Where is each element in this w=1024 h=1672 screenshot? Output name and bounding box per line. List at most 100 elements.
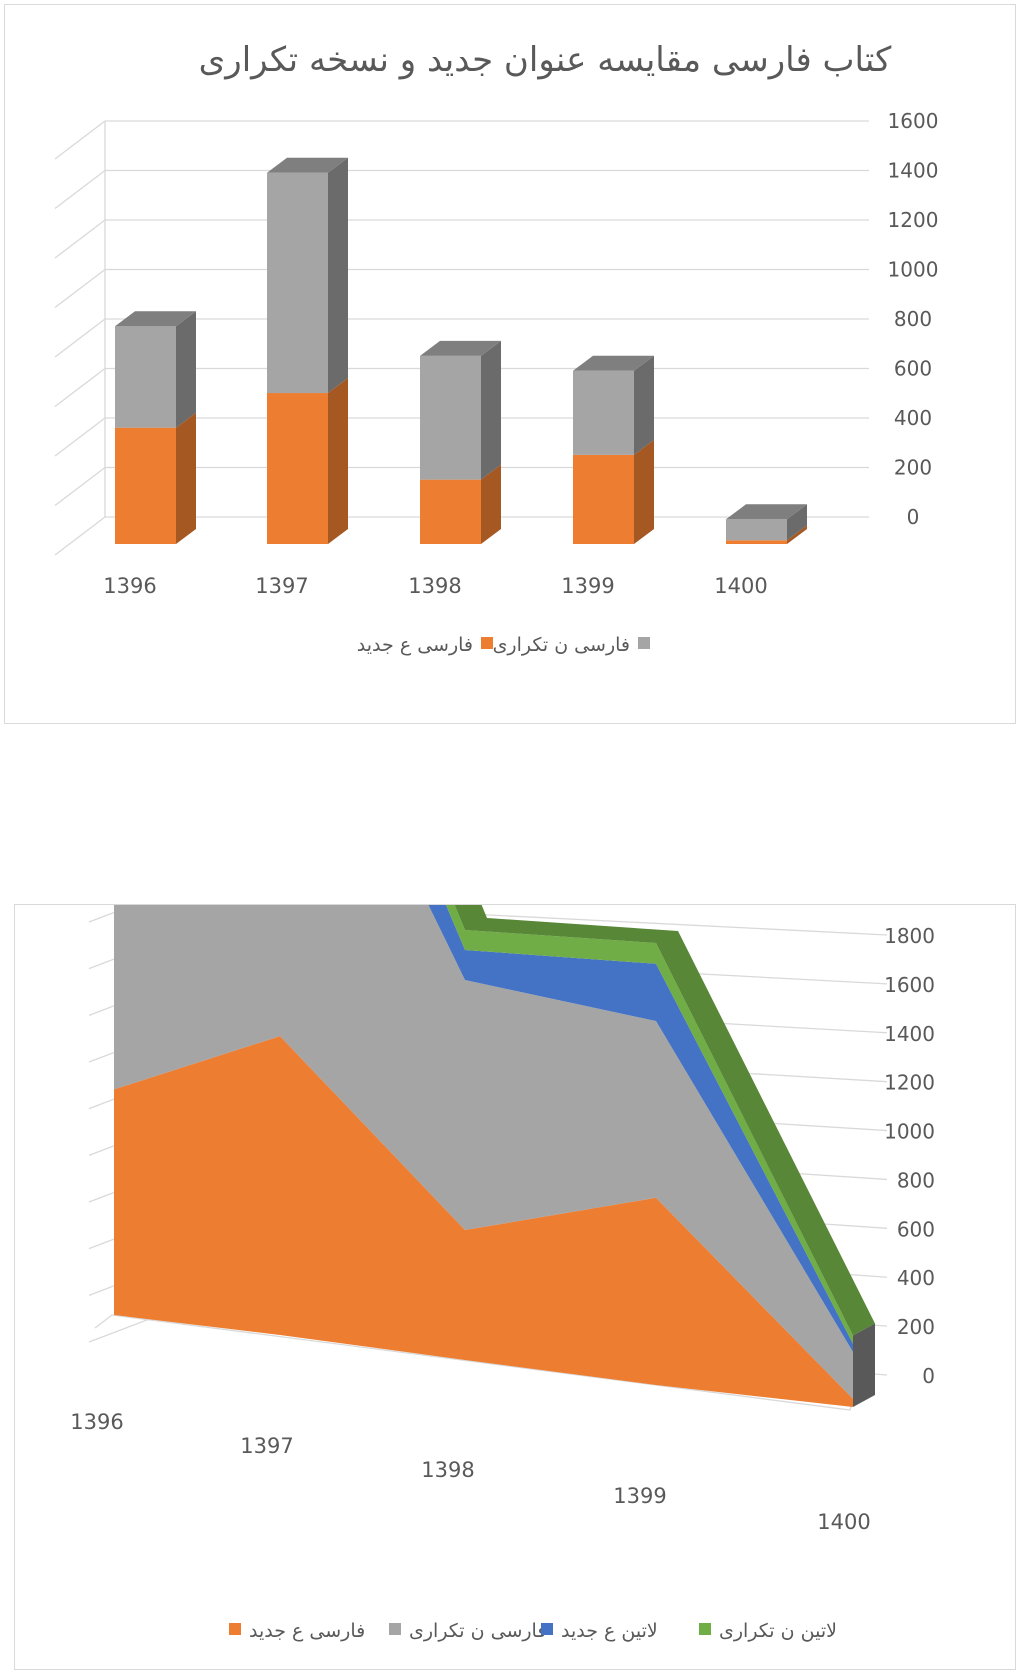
x-tick-label: 1397: [255, 574, 308, 598]
bar-side: [176, 311, 196, 428]
y-tick-label: 600: [894, 357, 932, 381]
area-end-cap: [853, 1323, 875, 1407]
y-tick-label: 800: [894, 307, 932, 331]
y-tick-label: 400: [894, 406, 932, 430]
x-tick-label: 1397: [240, 1434, 293, 1458]
legend-item: فارسی ن تکراری: [389, 1620, 546, 1642]
y-tick-label: 1000: [888, 258, 939, 282]
legend-swatch: [541, 1623, 553, 1635]
stacked-area-chart-panel: 0 200 400 600 800 1000 1200 1400 1600 1800 1396 13…: [14, 904, 1016, 1670]
bar-side: [481, 464, 501, 544]
gridline-depth: [54, 318, 106, 358]
y-tick-label: 1800: [884, 924, 935, 948]
y-tick-label: 0: [907, 505, 920, 529]
y-tick-label: 400: [897, 1266, 935, 1290]
bar-side: [176, 412, 196, 544]
gridline-depth: [88, 1317, 153, 1343]
gridline-depth: [54, 219, 106, 259]
legend-label: فارسی ن تکراری: [409, 1620, 546, 1642]
x-tick-label: 1400: [714, 574, 767, 598]
bar-top: [115, 311, 196, 327]
bar-segment: [115, 311, 196, 428]
gridline-depth: [54, 268, 106, 309]
y-tick-label: 1600: [888, 109, 939, 133]
bar-face: [573, 370, 634, 455]
y-tick-label: 1200: [884, 1071, 935, 1095]
bar-segment: [420, 340, 501, 480]
bar-segment: [267, 157, 348, 394]
bar-top: [573, 355, 654, 371]
bar-segment: [726, 504, 807, 541]
bar-face: [726, 540, 787, 544]
bar-segment: [115, 412, 196, 544]
legend-label: لاتین ن تکراری: [719, 1620, 837, 1642]
bar-side: [634, 355, 654, 455]
bar-side: [634, 439, 654, 544]
y-tick-label: 200: [897, 1315, 935, 1339]
bar-face: [267, 172, 328, 394]
bar-face: [115, 326, 176, 428]
legend-swatch: [229, 1623, 241, 1635]
legend-swatch: [389, 1623, 401, 1635]
x-tick-label: 1396: [103, 574, 156, 598]
chart-title: کتاب فارسی مقایسه عنوان جدید و نسخه تکرا…: [199, 40, 892, 80]
bar-top: [420, 340, 501, 356]
x-tick-label: 1396: [70, 1410, 123, 1434]
bar-top: [726, 504, 807, 520]
bar-top: [267, 157, 348, 173]
gridline-depth: [54, 466, 106, 507]
legend-item: فارسی ن تکراری: [493, 634, 650, 656]
bar-face: [420, 355, 481, 480]
bar-face: [573, 454, 634, 544]
gridline-depth: [54, 169, 106, 210]
bar-face: [420, 479, 481, 544]
bar-segment: [573, 355, 654, 455]
y-tick-label: 600: [897, 1217, 935, 1241]
x-tick-label: 1398: [421, 1458, 474, 1482]
bar-face: [115, 427, 176, 544]
area-band: [428, 905, 853, 1352]
legend-label: فارسی ع جدید: [357, 634, 473, 656]
legend-label: لاتین ع جدید: [561, 1620, 658, 1642]
x-tick-label: 1399: [561, 574, 614, 598]
y-tick-label: 1600: [884, 973, 935, 997]
bar-segment: [573, 439, 654, 544]
y-tick-label: 200: [894, 456, 932, 480]
stacked-area-chart: 0 200 400 600 800 1000 1200 1400 1600 1800 1396 13…: [70, 905, 935, 1642]
legend-item: فارسی ع جدید: [229, 1620, 365, 1642]
bar-segment: [726, 525, 807, 544]
bar-segment: [267, 378, 348, 544]
bar-side: [481, 340, 501, 480]
y-tick-label: 1400: [888, 159, 939, 183]
bar-face: [267, 393, 328, 544]
y-tick-label: 1400: [884, 1022, 935, 1046]
bar-side: [328, 157, 348, 393]
y-tick-label: 1200: [888, 208, 939, 232]
x-tick-label: 1398: [408, 574, 461, 598]
gridline: [278, 905, 888, 936]
bar-side: [787, 525, 807, 544]
area-band: [114, 905, 853, 1399]
legend-swatch: [699, 1623, 711, 1635]
x-tick-label: 1399: [613, 1484, 666, 1508]
x-tick-label: 1400: [817, 1510, 870, 1534]
area-band: [114, 1036, 853, 1407]
legend-swatch: [481, 637, 493, 649]
gridline-depth: [54, 120, 106, 160]
gridline-depth: [54, 367, 106, 408]
stacked-column-chart-panel: کتاب فارسی مقایسه عنوان جدید و نسخه تکرا…: [4, 4, 1016, 724]
bar-segment: [420, 464, 501, 544]
legend-item: لاتین ن تکراری: [699, 1620, 837, 1642]
y-tick-label: 1000: [884, 1120, 935, 1144]
y-tick-label: 800: [897, 1168, 935, 1192]
legend-label: فارسی ع جدید: [249, 1620, 365, 1642]
legend-label: فارسی ن تکراری: [493, 634, 630, 656]
area-top-surface: [454, 905, 875, 1336]
legend-item: فارسی ع جدید: [357, 634, 493, 656]
y-tick-label: 0: [922, 1364, 935, 1388]
bar-side: [328, 378, 348, 544]
legend-item: لاتین ع جدید: [541, 1620, 658, 1642]
gridline-depth: [54, 417, 106, 457]
bar-face: [726, 519, 787, 541]
legend-swatch: [638, 637, 650, 649]
